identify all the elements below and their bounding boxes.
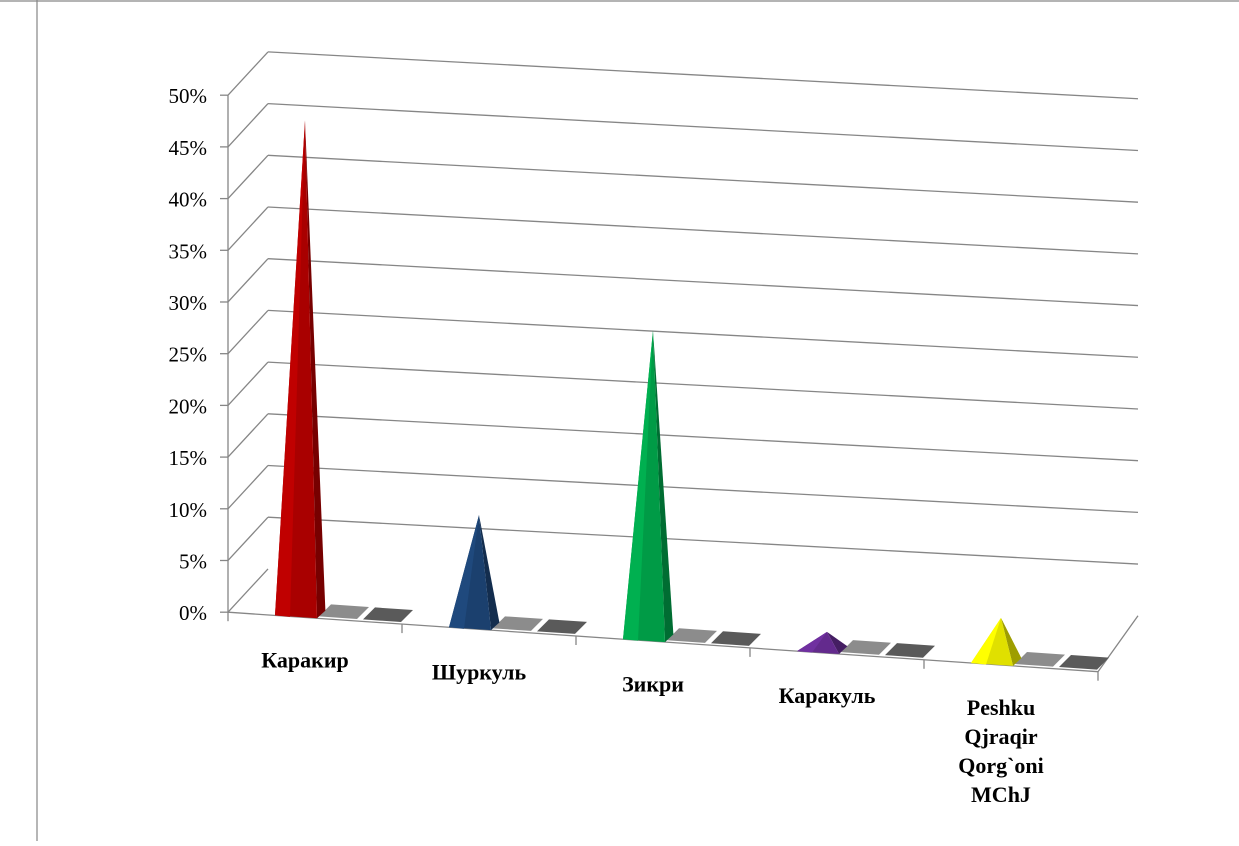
pyramid-side-face <box>827 631 848 654</box>
pyramid-side-face <box>479 515 500 631</box>
y-tick-label: 25% <box>169 343 208 367</box>
pyramid-highlight <box>971 617 1001 665</box>
category-labels: Каракир Шуркуль Зикри Каракуль Peshku Qjraqir… <box>261 647 1044 807</box>
gridline <box>267 154 1139 203</box>
y-tick-label: 35% <box>169 239 208 263</box>
side-wall-gridline <box>227 465 269 510</box>
flat-marker <box>711 631 761 646</box>
side-wall-gridline <box>227 516 269 561</box>
category-label: Зикри <box>622 671 684 696</box>
gridline <box>267 361 1139 410</box>
pyramid-highlight <box>275 120 305 617</box>
pyramid-highlight <box>449 515 479 629</box>
category-label: Каракир <box>261 647 348 672</box>
flat-marker <box>363 607 413 623</box>
side-wall-gridline <box>227 154 269 200</box>
side-wall-gridline <box>227 568 269 613</box>
flat-marker <box>1015 652 1065 667</box>
y-tick-label: 30% <box>169 291 208 315</box>
gridline <box>267 309 1139 358</box>
flat-marker <box>1059 655 1109 670</box>
gridline <box>267 413 1139 462</box>
side-wall-gridline <box>227 413 269 458</box>
y-tick-label: 0% <box>179 601 207 625</box>
pyramid-highlight <box>797 631 827 653</box>
gridline <box>267 258 1139 307</box>
side-wall-gridline <box>227 51 269 96</box>
y-tick-label: 5% <box>179 549 207 573</box>
y-tick-labels: 0% 5% 10% 15% 20% 25% 30% 35% 40% 45% 50% <box>169 84 208 625</box>
floor-right-edge <box>1097 615 1139 673</box>
flat-marker <box>841 640 891 655</box>
side-wall-gridline <box>227 361 269 406</box>
flat-marker <box>667 628 717 643</box>
flat-marker <box>537 619 587 634</box>
flat-marker <box>319 604 369 620</box>
pyramid-side-face <box>305 120 326 619</box>
gridline <box>267 206 1139 255</box>
gridline <box>267 464 1139 514</box>
axes <box>220 94 1139 681</box>
y-tick-label: 40% <box>169 188 208 212</box>
gridline <box>267 51 1139 100</box>
category-label: Шуркуль <box>432 659 527 684</box>
flat-marker <box>885 643 935 658</box>
y-tick-label: 15% <box>169 446 208 470</box>
category-label: Peshku Qjraqir Qorg`oni MChJ <box>958 695 1044 807</box>
y-tick-label: 45% <box>169 136 208 160</box>
side-wall-gridline <box>227 258 269 303</box>
side-wall-gridline <box>227 206 269 251</box>
side-wall-gridline <box>227 103 269 148</box>
pyramid-side-face <box>653 330 674 643</box>
gridline <box>267 516 1139 565</box>
side-wall-gridline <box>227 309 269 355</box>
pyramid-highlight <box>623 330 653 641</box>
pyramids <box>275 120 1109 670</box>
y-tick-label: 10% <box>169 498 208 522</box>
y-tick-label: 50% <box>169 84 208 108</box>
pyramid-side-face <box>1001 617 1022 666</box>
gridline <box>267 102 1139 152</box>
category-label: Каракуль <box>779 683 876 708</box>
flat-marker <box>493 616 543 631</box>
gridlines <box>227 51 1139 613</box>
y-tick-label: 20% <box>169 394 208 418</box>
x-axis-line <box>227 611 1099 673</box>
